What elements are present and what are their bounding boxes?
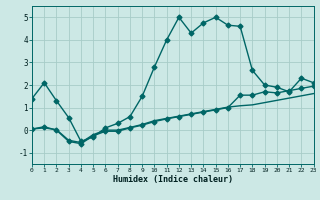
X-axis label: Humidex (Indice chaleur): Humidex (Indice chaleur): [113, 175, 233, 184]
